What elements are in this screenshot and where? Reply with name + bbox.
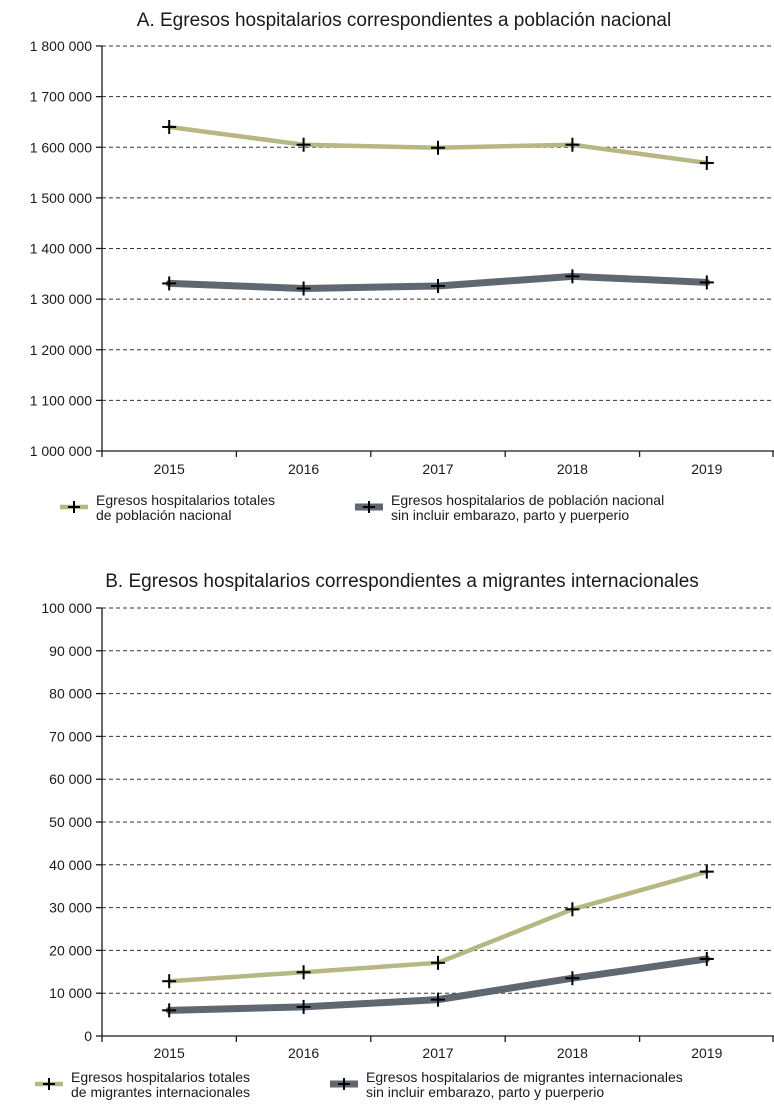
legend-label: de migrantes internacionales	[71, 1084, 250, 1100]
y-tick-label: 1 500 000	[30, 190, 92, 206]
y-tick-label: 1 200 000	[30, 342, 92, 358]
data-point-marker	[162, 276, 177, 291]
legend-entry: Egresos hospitalarios de migrantes inter…	[330, 1069, 683, 1100]
x-tick-label: 2015	[154, 461, 185, 477]
y-tick-label: 70 000	[49, 728, 92, 744]
y-tick-label: 30 000	[49, 900, 92, 916]
x-tick-label: 2018	[557, 461, 588, 477]
x-tick-label: 2019	[691, 1045, 722, 1061]
data-point-marker	[431, 955, 445, 970]
data-point-marker	[565, 137, 580, 152]
data-point-marker	[296, 965, 311, 980]
data-point-marker	[699, 275, 714, 290]
data-point-marker	[162, 1003, 177, 1018]
legend-label: Egresos hospitalarios de migrantes inter…	[366, 1069, 683, 1085]
chart-a: A. Egresos hospitalarios correspondiente…	[30, 10, 774, 523]
y-tick-label: 40 000	[49, 857, 92, 873]
x-tick-label: 2015	[154, 1045, 185, 1061]
y-tick-label: 1 600 000	[30, 139, 92, 155]
data-point-marker	[162, 974, 177, 989]
series-total	[162, 120, 714, 170]
y-tick-label: 1 700 000	[30, 89, 92, 105]
x-tick-label: 2019	[691, 461, 722, 477]
data-point-marker	[296, 137, 311, 152]
series-excluding-pregnancy	[162, 269, 714, 296]
data-point-marker	[699, 155, 714, 170]
x-tick-label: 2018	[557, 1045, 588, 1061]
y-tick-label: 1 400 000	[30, 241, 92, 257]
legend-entry: Egresos hospitalarios de población nacio…	[355, 492, 664, 523]
data-point-marker	[431, 140, 445, 155]
legend-label: sin incluir embarazo, parto y puerperio	[391, 507, 629, 523]
x-tick-label: 2017	[422, 461, 453, 477]
data-point-marker	[699, 951, 714, 966]
y-tick-label: 0	[84, 1028, 92, 1044]
y-tick-label: 1 800 000	[30, 38, 92, 54]
y-tick-label: 50 000	[49, 814, 92, 830]
data-point-marker	[296, 281, 311, 296]
data-point-marker	[431, 992, 445, 1007]
data-point-marker	[565, 902, 580, 917]
chart-title: A. Egresos hospitalarios correspondiente…	[137, 10, 671, 31]
data-point-marker	[699, 864, 714, 879]
chart-b: B. Egresos hospitalarios correspondiente…	[35, 571, 774, 1100]
y-tick-label: 90 000	[49, 643, 92, 659]
x-tick-label: 2016	[288, 461, 319, 477]
legend-label: Egresos hospitalarios totales	[96, 492, 275, 508]
data-point-marker	[296, 999, 311, 1014]
y-tick-label: 1 300 000	[30, 291, 92, 307]
y-tick-label: 10 000	[49, 985, 92, 1001]
legend-label: Egresos hospitalarios totales	[71, 1069, 250, 1085]
x-tick-label: 2016	[288, 1045, 319, 1061]
data-point-marker	[162, 120, 177, 134]
y-tick-label: 20 000	[49, 942, 92, 958]
data-point-marker	[431, 278, 445, 293]
series-total	[162, 864, 714, 989]
y-tick-label: 80 000	[49, 686, 92, 702]
x-tick-label: 2017	[422, 1045, 453, 1061]
chart-title: B. Egresos hospitalarios correspondiente…	[105, 571, 699, 592]
series-excluding-pregnancy	[162, 951, 714, 1018]
data-point-marker	[565, 971, 580, 986]
data-point-marker	[565, 269, 580, 284]
y-tick-label: 100 000	[41, 600, 92, 616]
y-tick-label: 1 000 000	[30, 443, 92, 459]
y-tick-label: 1 100 000	[30, 392, 92, 408]
legend-label: de población nacional	[96, 507, 231, 523]
legend-label: sin incluir embarazo, parto y puerperio	[366, 1084, 604, 1100]
legend-label: Egresos hospitalarios de población nacio…	[391, 492, 664, 508]
y-tick-label: 60 000	[49, 771, 92, 787]
